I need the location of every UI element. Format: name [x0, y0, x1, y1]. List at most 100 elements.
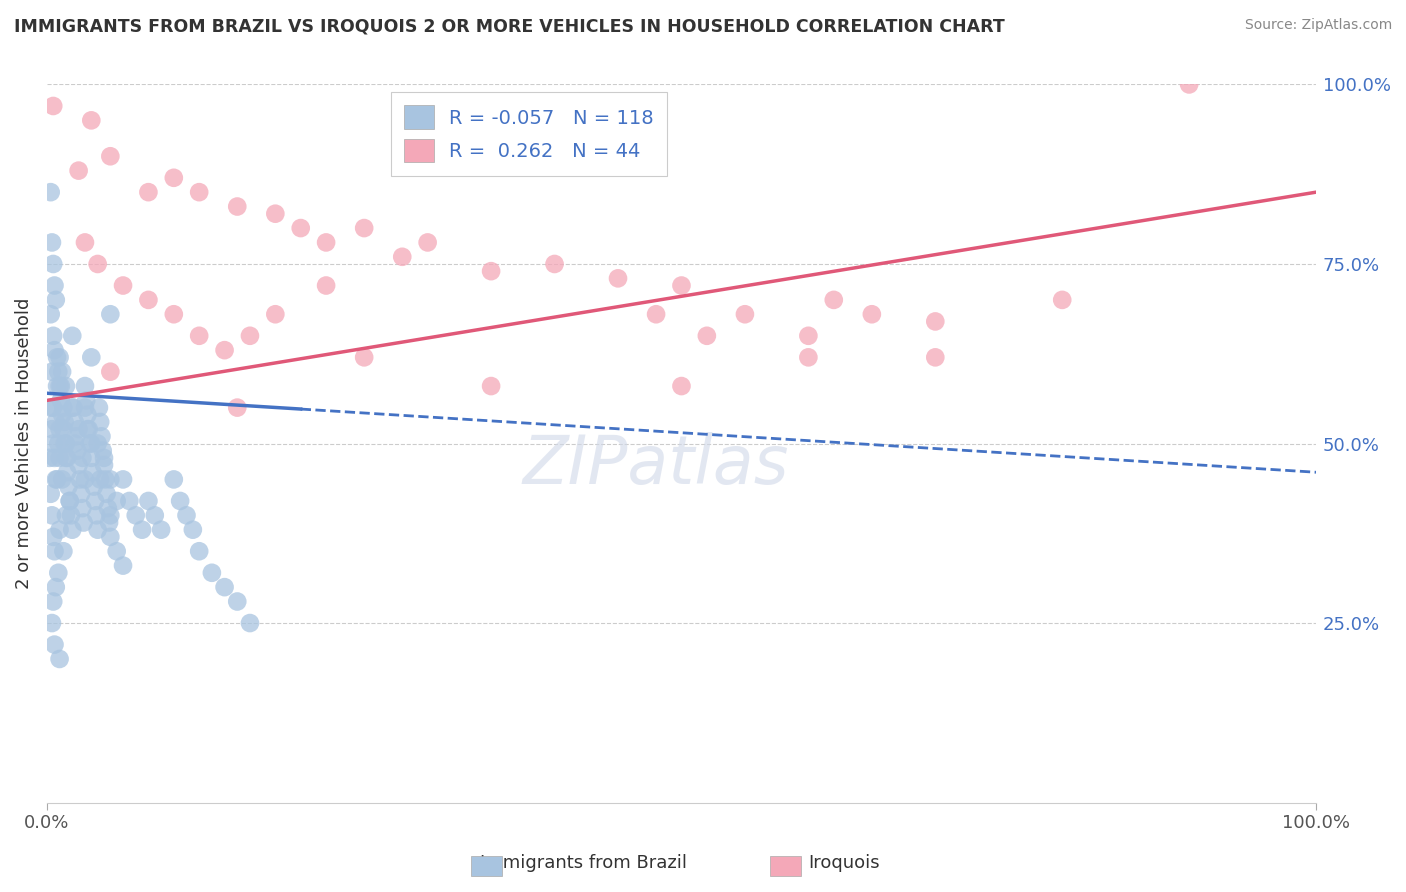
Point [91, 443, 114, 458]
Point [118, 494, 141, 508]
Point [73, 401, 96, 415]
Point [315, 278, 337, 293]
Point [125, 508, 148, 523]
Point [63, 415, 86, 429]
Point [84, 494, 107, 508]
Point [76, 408, 98, 422]
Point [60, 523, 83, 537]
Point [39, 401, 62, 415]
Point [823, 293, 845, 307]
Point [163, 472, 186, 486]
Point [53, 415, 76, 429]
Point [60, 508, 83, 523]
Point [60, 328, 83, 343]
Point [72, 501, 94, 516]
Point [51, 365, 73, 379]
Point [76, 422, 98, 436]
Point [150, 523, 173, 537]
Point [416, 235, 439, 250]
Point [45, 580, 67, 594]
Point [46, 566, 69, 580]
Point [226, 594, 249, 608]
Point [48, 523, 70, 537]
Point [138, 293, 160, 307]
Point [83, 480, 105, 494]
Text: Source: ZipAtlas.com: Source: ZipAtlas.com [1244, 18, 1392, 32]
Point [38, 450, 60, 465]
Point [48, 351, 70, 365]
Point [44, 278, 66, 293]
Point [169, 494, 191, 508]
Point [163, 170, 186, 185]
Point [67, 422, 90, 436]
Point [239, 328, 262, 343]
Point [214, 343, 236, 358]
Point [60, 401, 83, 415]
Point [62, 401, 84, 415]
Point [66, 443, 89, 458]
Point [105, 544, 128, 558]
Point [1178, 78, 1201, 92]
Point [201, 566, 224, 580]
Point [94, 472, 117, 486]
Point [73, 379, 96, 393]
Point [90, 429, 112, 443]
Point [105, 494, 128, 508]
Point [55, 436, 77, 450]
Point [315, 235, 337, 250]
Point [73, 235, 96, 250]
Point [98, 516, 121, 530]
Point [46, 472, 69, 486]
Point [89, 415, 111, 429]
Point [42, 257, 65, 271]
Point [98, 530, 121, 544]
Text: IMMIGRANTS FROM BRAZIL VS IROQUOIS 2 OR MORE VEHICLES IN HOUSEHOLD CORRELATION C: IMMIGRANTS FROM BRAZIL VS IROQUOIS 2 OR … [14, 18, 1005, 36]
Point [696, 328, 718, 343]
Point [112, 472, 135, 486]
Point [226, 401, 249, 415]
Point [226, 200, 249, 214]
Point [98, 508, 121, 523]
Point [98, 472, 121, 486]
Point [56, 465, 79, 479]
Point [46, 436, 69, 450]
Point [73, 472, 96, 486]
Point [93, 450, 115, 465]
Point [181, 523, 204, 537]
Point [52, 422, 75, 436]
Text: Immigrants from Brazil: Immigrants from Brazil [479, 855, 688, 872]
Point [63, 436, 86, 450]
Point [69, 472, 91, 486]
Point [353, 221, 375, 235]
Point [645, 307, 668, 321]
Point [41, 422, 63, 436]
Point [55, 379, 77, 393]
Point [112, 558, 135, 573]
Point [86, 508, 108, 523]
Point [290, 221, 312, 235]
Point [45, 472, 67, 486]
Point [97, 501, 120, 516]
Point [46, 379, 69, 393]
Point [65, 429, 87, 443]
Point [80, 351, 103, 365]
Point [86, 436, 108, 450]
Point [45, 415, 67, 429]
Point [80, 436, 103, 450]
Point [797, 328, 820, 343]
Point [143, 508, 166, 523]
Point [51, 472, 73, 486]
Point [131, 523, 153, 537]
Point [86, 523, 108, 537]
Point [479, 264, 502, 278]
Point [671, 379, 693, 393]
Point [59, 494, 82, 508]
Point [55, 508, 77, 523]
Point [924, 351, 946, 365]
Point [58, 480, 80, 494]
Point [96, 487, 118, 501]
Point [42, 401, 65, 415]
Point [42, 328, 65, 343]
Point [264, 307, 287, 321]
Point [41, 615, 63, 630]
